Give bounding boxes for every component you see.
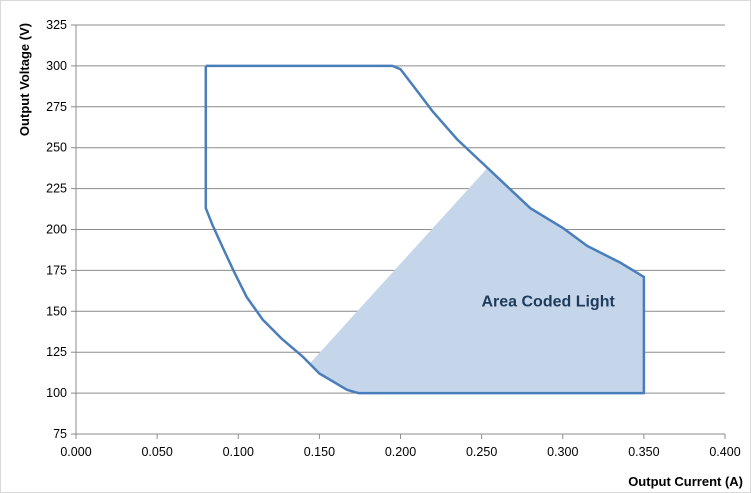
y-tick-label-225: 225	[46, 182, 67, 196]
annotation-area-coded-light: Area Coded Light	[481, 293, 615, 310]
y-tick-label-250: 250	[46, 141, 67, 155]
coded-light-fill-area	[310, 169, 644, 393]
x-tick-label-0.400: 0.400	[709, 445, 740, 459]
y-axis-title: Output Voltage (V)	[17, 23, 32, 136]
x-tick-label-0.100: 0.100	[223, 445, 254, 459]
y-tick-label-300: 300	[46, 59, 67, 73]
y-tick-label-200: 200	[46, 223, 67, 237]
x-tick-label-0.050: 0.050	[141, 445, 172, 459]
y-tick-label-75: 75	[53, 427, 67, 441]
fill-layer	[310, 169, 644, 393]
x-axis-title: Output Current (A)	[628, 474, 743, 489]
x-tick-label-0.300: 0.300	[547, 445, 578, 459]
y-tick-label-325: 325	[46, 18, 67, 32]
y-tick-label-125: 125	[46, 345, 67, 359]
x-tick-label-0.150: 0.150	[304, 445, 335, 459]
x-tick-label-0.000: 0.000	[60, 445, 91, 459]
x-tick-label-0.250: 0.250	[466, 445, 497, 459]
x-tick-label-0.200: 0.200	[385, 445, 416, 459]
y-tick-label-150: 150	[46, 304, 67, 318]
y-tick-label-175: 175	[46, 263, 67, 277]
y-tick-label-100: 100	[46, 386, 67, 400]
y-tick-label-275: 275	[46, 100, 67, 114]
x-tick-label-0.350: 0.350	[628, 445, 659, 459]
